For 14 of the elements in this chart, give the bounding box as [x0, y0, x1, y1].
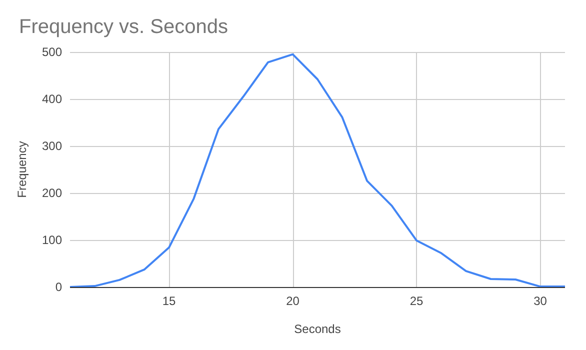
- y-tick-label: 200: [42, 186, 62, 200]
- y-tick-label: 300: [42, 139, 62, 153]
- y-tick-label: 0: [55, 280, 62, 294]
- x-tick-label: 25: [410, 294, 424, 308]
- line-series: [69, 53, 566, 288]
- y-tick-label: 400: [42, 92, 62, 106]
- x-tick-label: 15: [162, 294, 176, 308]
- chart-title: Frequency vs. Seconds: [19, 16, 228, 38]
- x-axis-title: Seconds: [294, 322, 341, 336]
- y-tick-label: 100: [42, 233, 62, 247]
- x-tick-label: 20: [286, 294, 300, 308]
- x-tick-label: 30: [534, 294, 548, 308]
- y-tick-label: 500: [42, 45, 62, 59]
- y-axis-title: Frequency: [15, 141, 29, 198]
